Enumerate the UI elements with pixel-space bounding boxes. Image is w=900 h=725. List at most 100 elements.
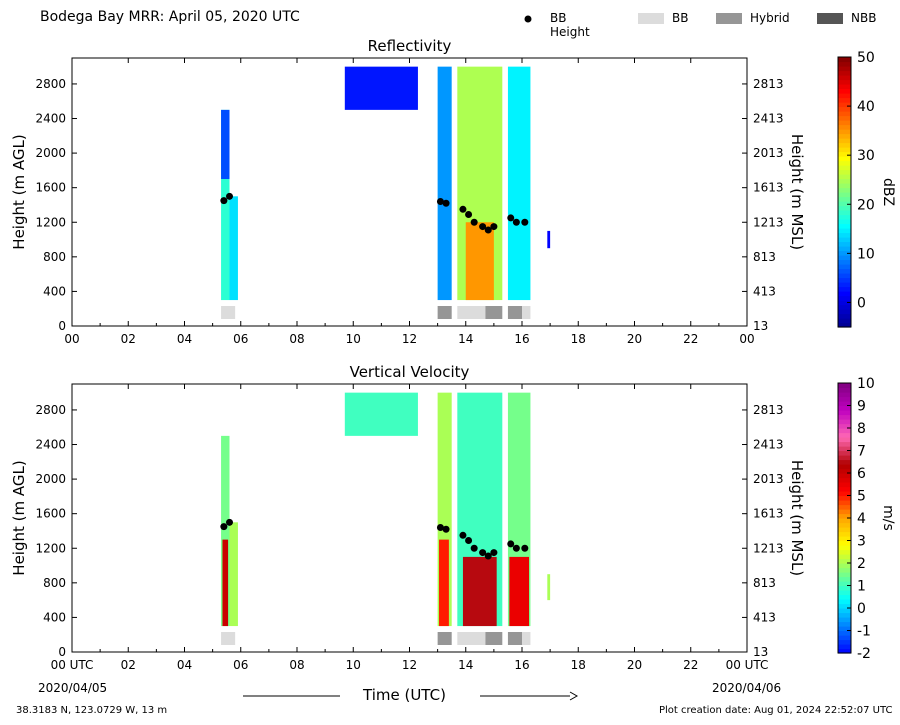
panel1-bb-height-point-4 (459, 205, 467, 213)
panel1-colorbar-segment-1 (838, 318, 851, 324)
panel2-colorbar-segment-34 (838, 495, 851, 501)
panel1-colorbar-segment-36 (838, 160, 851, 166)
panel1-colorbar-segment-54 (838, 79, 851, 85)
panel2-bb-height-point-1 (226, 518, 233, 526)
panel1-colorbar-segment-0 (838, 322, 851, 328)
panel2-colorbar-segment-19 (838, 563, 851, 569)
panel2-colorbar-tick-label-8: 6 (857, 466, 866, 482)
panel1-colorbar-segment-16 (838, 250, 851, 256)
panel1-colorbar-segment-19 (838, 237, 851, 243)
panel2-colorbar-tick-label-2: 0 (857, 601, 866, 617)
panel2-colorbar-segment-10 (838, 603, 851, 609)
panel1-bb-height-point-3 (442, 199, 450, 207)
panel1-y-tick-label-0: 0 (58, 319, 66, 333)
panel1-colorbar-segment-23 (838, 219, 851, 225)
panel2-y-tick-label-right-0: 13 (753, 645, 768, 659)
panel1-colorbar-segment-44 (838, 124, 851, 130)
panel1-colorbar-tick-label-5: 50 (857, 50, 875, 66)
panel1-y-tick-label-5: 2000 (35, 146, 66, 160)
panel2-colorbar-segment-58 (838, 387, 851, 393)
panel2-colorbar-label: m/s (880, 505, 896, 531)
legend-swatch-bb (638, 13, 664, 24)
panel2-colorbar-segment-23 (838, 545, 851, 551)
panel2-colorbar-segment-46 (838, 441, 851, 447)
panel2-colorbar-segment-16 (838, 576, 851, 582)
panel2-colorbar-segment-8 (838, 612, 851, 618)
panel1-colorbar-segment-46 (838, 115, 851, 121)
panel2-colorbar-segment-24 (838, 540, 851, 546)
panel2-x-tick-label-9: 18 (571, 658, 586, 672)
panel2-colorbar-segment-3 (838, 635, 851, 641)
panel1-y-tick-label-right-1: 413 (753, 284, 776, 298)
panel1-y-tick-label-1: 400 (43, 284, 66, 298)
panel2-colorbar-segment-5 (838, 626, 851, 632)
panel1-y-tick-label-right-3: 1213 (753, 215, 784, 229)
panel1-data-cell-1 (229, 196, 238, 301)
panel1-colorbar-segment-32 (838, 178, 851, 184)
panel2-data-cell-9 (509, 556, 530, 627)
panel1-colorbar-tick-label-3: 30 (857, 148, 875, 164)
panel1-y-axis-label: Height (m AGL) (10, 134, 28, 249)
panel1-colorbar-segment-18 (838, 241, 851, 247)
panel1-colorbar-segment-20 (838, 232, 851, 238)
panel2-colorbar-segment-40 (838, 468, 851, 474)
panel2-bb-height-point-9 (490, 549, 498, 557)
panel1-colorbar-segment-30 (838, 187, 851, 193)
panel2-bb-type-box-1 (437, 632, 452, 645)
panel1-colorbar-segment-47 (838, 111, 851, 117)
panel2-colorbar-tick-label-4: 2 (857, 556, 866, 572)
panel2-colorbar-segment-30 (838, 513, 851, 519)
panel2-colorbar-segment-29 (838, 518, 851, 524)
panel2-x-tick-label-11: 22 (683, 658, 698, 672)
panel2-y-tick-label-right-5: 2013 (753, 472, 784, 486)
panel2-colorbar-segment-59 (838, 383, 851, 389)
panel2-y-tick-label-3: 1200 (35, 541, 66, 555)
panel1-data-cell-7 (507, 66, 531, 301)
panel2-bb-height-point-4 (459, 531, 467, 539)
panel1-colorbar-segment-43 (838, 129, 851, 135)
panel2-colorbar-segment-38 (838, 477, 851, 483)
panel2-colorbar-tick-label-7: 5 (857, 489, 866, 505)
panel2-colorbar-segment-7 (838, 617, 851, 623)
panel1-bb-type-box-0 (221, 306, 236, 319)
panel2-bb-type-box-4 (507, 632, 522, 645)
panel2-x-tick-label-4: 08 (289, 658, 304, 672)
panel1-colorbar-segment-31 (838, 183, 851, 189)
panel2-y-tick-label-right-2: 813 (753, 576, 776, 590)
panel2-bb-type-box-0 (221, 632, 236, 645)
legend-swatch-hybrid (716, 13, 742, 24)
panel1-colorbar-segment-55 (838, 75, 851, 81)
plot-creation-date: Plot creation date: Aug 01, 2024 22:52:0… (659, 705, 893, 716)
panel1-bb-type-box-2 (457, 306, 486, 319)
panel2-data-cell-3 (344, 392, 418, 436)
panel1-bb-height-point-11 (512, 218, 520, 226)
legend-label-nbb: NBB (851, 11, 877, 25)
panel1-colorbar-segment-28 (838, 196, 851, 202)
panel2-colorbar-segment-28 (838, 522, 851, 528)
panel1-colorbar-segment-48 (838, 106, 851, 112)
panel2-colorbar-segment-22 (838, 549, 851, 555)
panel2-y-tick-label-right-3: 1213 (753, 541, 784, 555)
panel2-colorbar-segment-33 (838, 500, 851, 506)
panel2-bb-height-point-8 (484, 552, 492, 560)
panel1-x-tick-label-9: 18 (571, 332, 586, 346)
bb-height-marker-icon (524, 15, 532, 23)
panel2-x-tick-label-12: 00 UTC (726, 658, 769, 672)
panel2-colorbar-tick-label-0: -2 (857, 646, 871, 662)
panel1-y-tick-label-right-4: 1613 (753, 181, 784, 195)
panel2-data-cell-1 (222, 539, 229, 627)
panel2-colorbar-segment-36 (838, 486, 851, 492)
panel1-bb-height-point-2 (436, 198, 444, 206)
panel1-colorbar-segment-21 (838, 228, 851, 234)
panel2-x-tick-label-1: 02 (121, 658, 136, 672)
panel2-y-tick-label-right-7: 2813 (753, 403, 784, 417)
panel1-bb-type-box-1 (437, 306, 452, 319)
figure-title: Bodega Bay MRR: April 05, 2020 UTC (40, 9, 300, 25)
panel1-colorbar-segment-57 (838, 66, 851, 72)
station-coordinates: 38.3183 N, 123.0729 W, 13 m (16, 705, 168, 716)
panel2-bb-type-box-3 (485, 632, 503, 645)
panel1-colorbar-tick-label-1: 10 (857, 246, 875, 262)
panel1-colorbar-segment-15 (838, 255, 851, 261)
panel2-colorbar-tick-label-10: 8 (857, 421, 866, 437)
